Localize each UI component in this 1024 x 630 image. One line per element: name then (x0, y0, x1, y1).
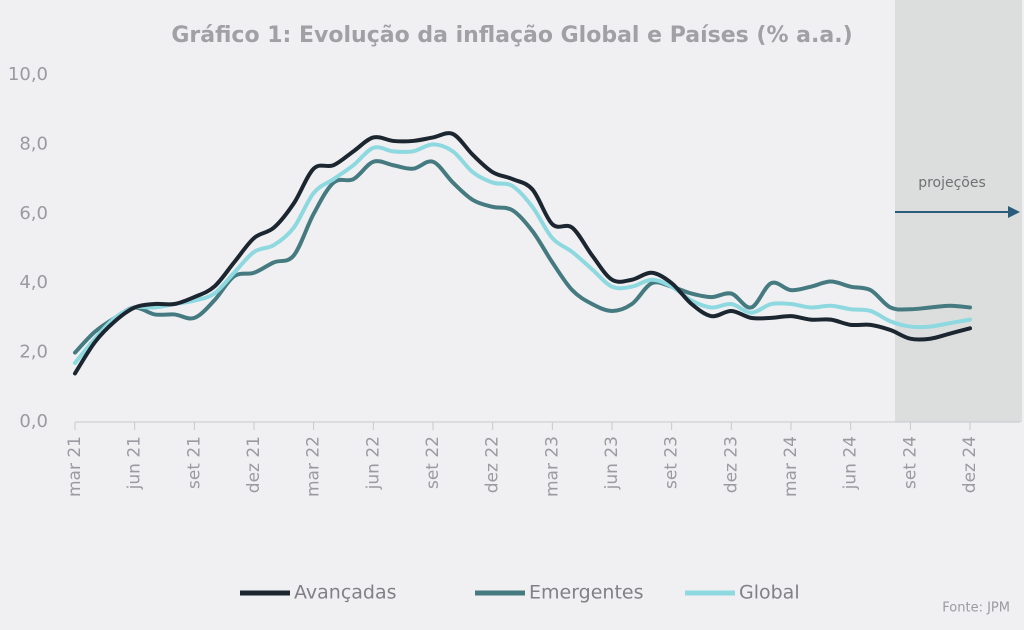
x-tick-label: set 23 (662, 436, 682, 489)
legend-label: Avançadas (294, 582, 397, 604)
x-tick-label: dez 21 (244, 436, 264, 493)
y-tick-label: 4,0 (19, 272, 48, 293)
x-tick-label: jun 24 (841, 436, 861, 490)
legend-label: Emergentes (529, 582, 644, 604)
x-tick-label: jun 21 (125, 436, 145, 490)
series-line (73, 142, 972, 366)
x-tick-label: mar 24 (781, 436, 801, 497)
x-tick-label: set 22 (423, 436, 443, 489)
arrow-head (1008, 206, 1020, 218)
series-line (73, 131, 972, 376)
y-tick-label: 0,0 (19, 411, 48, 432)
chart-title: Gráfico 1: Evolução da inflação Global e… (171, 23, 852, 48)
x-tick-label: dez 23 (721, 436, 741, 493)
source: Fonte: JPM (942, 601, 1010, 616)
y-tick-label: 6,0 (19, 203, 48, 224)
x-tick-label: mar 22 (304, 436, 324, 497)
x-tick-label: set 21 (184, 436, 204, 489)
x-tick-label: mar 21 (65, 436, 85, 497)
y-tick-label: 8,0 (19, 133, 48, 154)
x-tick-label: dez 24 (960, 436, 980, 493)
y-tick-label: 2,0 (19, 342, 48, 363)
x-tick-label: jun 22 (363, 436, 383, 490)
x-tick-label: dez 22 (483, 436, 503, 493)
x-tick-label: set 24 (900, 436, 920, 489)
series-line (73, 159, 972, 355)
legend-label: Global (739, 582, 800, 604)
annotation: projeções (918, 175, 986, 191)
y-tick-label: 10,0 (8, 64, 48, 85)
x-tick-label: jun 23 (602, 436, 622, 490)
x-tick-label: mar 23 (542, 436, 562, 497)
